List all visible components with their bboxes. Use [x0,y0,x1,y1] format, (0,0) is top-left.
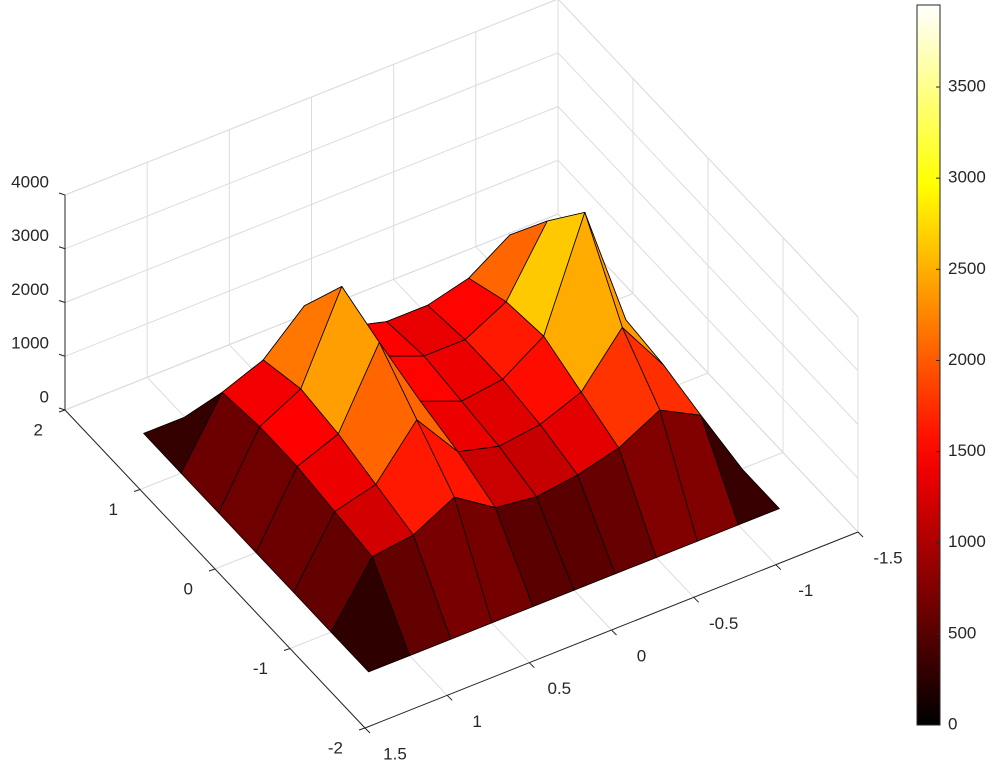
y-tick [208,568,216,572]
colorbar-tick-label: 500 [948,623,976,642]
y-tick-label: -1 [253,659,268,678]
z-tick [58,300,66,303]
surface [143,211,780,673]
x-tick-label: -0.5 [709,614,738,633]
x-tick-label: 0.5 [548,679,572,698]
y-tick-label: 0 [184,579,193,598]
colorbar-tick-label: 2500 [948,259,986,278]
axes-front: -1.5 -1 -0.5 0 0.5 1 1.5 -2 -1 0 1 2 0 1000 2000 3000 40… [11,172,902,763]
x-tick [857,531,864,538]
x-tick [364,727,371,734]
grid-line [64,159,859,479]
colorbar: 0 500 1000 1500 2000 2500 3000 3500 [916,4,986,733]
colorbar-tick-label: 1000 [948,532,986,551]
colorbar-fill [916,4,941,726]
colorbar-tick-label: 2000 [948,350,986,369]
z-tick-label: 0 [40,387,49,406]
grid-line [64,213,859,533]
y-tick [58,409,66,413]
x-tick [446,694,453,701]
surface-face [330,556,411,673]
z-tick-label: 1000 [11,334,49,353]
colorbar-tick-label: 3000 [948,168,986,187]
x-tick [775,564,782,571]
y-tick-label: 2 [34,420,43,439]
grid-line [64,52,859,372]
z-tick [58,407,66,411]
z-tick [58,353,66,357]
z-tick [58,192,66,196]
colorbar-tick-label: 0 [948,714,957,733]
z-tick-label: 2000 [11,280,49,299]
x-tick-label: 0 [637,646,646,665]
z-tick-label: 3000 [11,226,49,245]
x-tick-label: 1.5 [383,744,407,763]
x-tick-label: -1 [798,581,813,600]
y-tick [358,727,366,731]
x-tick [693,596,700,603]
x-tick-label: -1.5 [873,548,902,567]
z-tick-label: 4000 [11,172,49,191]
grid-line [64,105,859,425]
y-tick [283,648,291,651]
y-tick-label: 1 [109,500,118,519]
y-tick [133,489,141,492]
colorbar-tick-label: 1500 [948,441,986,460]
x-tick [528,662,535,669]
z-tick [58,246,66,250]
x-tick [611,629,617,636]
grid-line [64,0,859,318]
y-tick-label: -2 [328,738,343,757]
x-tick-label: 1 [472,712,481,731]
colorbar-tick-label: 3500 [948,77,986,96]
